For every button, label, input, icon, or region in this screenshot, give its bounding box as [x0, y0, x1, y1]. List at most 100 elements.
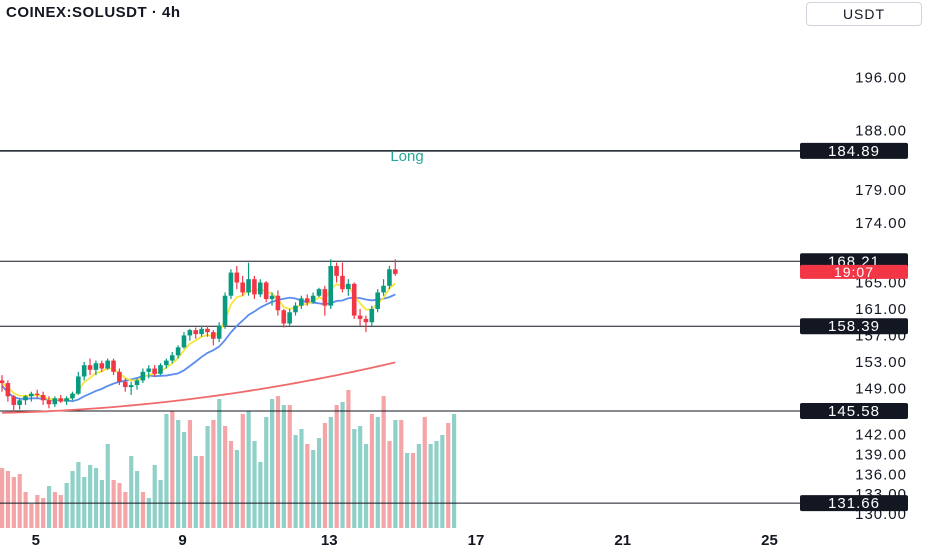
volume-bar [451, 414, 457, 528]
candle-body [299, 298, 304, 306]
level-price-tag-label: 131.66 [828, 495, 880, 512]
volume-bar [35, 495, 40, 528]
price-tick-label: 136.00 [855, 466, 907, 483]
volume-bar [387, 441, 392, 528]
candle-body [340, 275, 345, 290]
volume-bar [393, 420, 398, 528]
candle-body [205, 328, 210, 333]
candle-body [99, 363, 105, 369]
annotations: Long [390, 148, 423, 165]
candle-body [269, 295, 275, 300]
volume-bar [375, 417, 380, 528]
price-tick-label: 188.00 [855, 122, 907, 139]
candle-body [134, 380, 140, 386]
volume-bar [76, 462, 81, 528]
candle-body [46, 400, 52, 405]
time-tick-label: 25 [761, 532, 778, 549]
volume-bar [434, 441, 439, 528]
volume-bar [223, 426, 228, 528]
volume-bar [82, 477, 87, 528]
candle-body [199, 328, 204, 335]
volume-bars [0, 390, 457, 528]
volume-bar [369, 414, 375, 528]
volume-bar [99, 480, 104, 528]
currency-button[interactable]: USDT [806, 2, 922, 26]
volume-bar [428, 444, 433, 528]
volume-bar [299, 429, 304, 528]
candle-body [169, 355, 175, 361]
candle-body [158, 365, 163, 374]
time-tick-label: 13 [321, 532, 338, 549]
price-axis: 196.00188.00179.00174.00165.00161.00157.… [800, 69, 908, 523]
volume-bar [446, 423, 451, 528]
candle-body [263, 282, 269, 300]
candle-body [211, 332, 216, 339]
candle-body [17, 400, 22, 405]
level-price-tag-label: 184.89 [828, 143, 880, 160]
chart-title: COINEX:SOLUSDT · 4h [6, 4, 181, 21]
candlesticks [0, 259, 398, 412]
volume-bar [287, 405, 292, 528]
time-tick-label: 21 [614, 532, 631, 549]
candle-body [152, 368, 157, 374]
volume-bar [240, 414, 245, 528]
level-price-tag [800, 402, 908, 419]
volume-bar [264, 417, 269, 528]
level-price-tag-label: 145.58 [828, 403, 880, 420]
candle-body [310, 295, 316, 303]
candle-body [328, 265, 334, 306]
candle-body [40, 394, 46, 401]
price-tick-label: 149.00 [855, 380, 907, 397]
moving-average-line [1, 361, 396, 414]
volume-bar [5, 471, 11, 528]
volume-bar [340, 402, 345, 528]
candle-body [257, 282, 263, 295]
volume-bar [105, 444, 110, 528]
level-price-tag [800, 142, 908, 159]
price-tick-label: 196.00 [855, 69, 907, 86]
volume-bar [176, 420, 181, 528]
candle-body [234, 272, 240, 283]
candle-body [93, 363, 99, 370]
candle-body [52, 398, 58, 405]
volume-bar [422, 417, 427, 528]
candle-body [29, 393, 34, 397]
candle-body [64, 398, 69, 402]
volume-bar [199, 456, 204, 528]
candle-body [240, 282, 245, 293]
volume-bar [399, 420, 404, 528]
volume-bar [328, 417, 333, 528]
time-tick-label: 17 [468, 532, 485, 549]
candle-body [252, 279, 257, 295]
volume-bar [205, 426, 210, 528]
level-price-tag-label: 158.39 [828, 318, 880, 335]
candle-body [304, 298, 310, 303]
volume-bar [258, 462, 263, 528]
candle-body [87, 365, 93, 370]
candle-body [193, 330, 199, 335]
volume-bar [181, 432, 187, 528]
volume-bar [158, 480, 163, 528]
price-tick-label: 174.00 [855, 215, 907, 232]
volume-bar [275, 396, 281, 528]
volume-bar [11, 477, 16, 528]
volume-bar [440, 435, 445, 528]
volume-bar [217, 399, 222, 528]
long-label: Long [390, 148, 423, 165]
candle-body [392, 269, 398, 274]
candle-body [281, 310, 287, 324]
candle-body [122, 381, 128, 388]
candle-body [105, 360, 110, 369]
candle-body [117, 371, 122, 382]
volume-bar [17, 474, 22, 528]
horizontal-levels [0, 150, 800, 504]
candle-body [181, 335, 187, 348]
volume-bar [123, 492, 128, 528]
volume-bar [129, 456, 134, 528]
volume-bar [146, 498, 151, 528]
candle-body [387, 269, 392, 286]
volume-bar [246, 411, 251, 528]
candle-body [175, 347, 181, 356]
candle-body [23, 396, 28, 401]
